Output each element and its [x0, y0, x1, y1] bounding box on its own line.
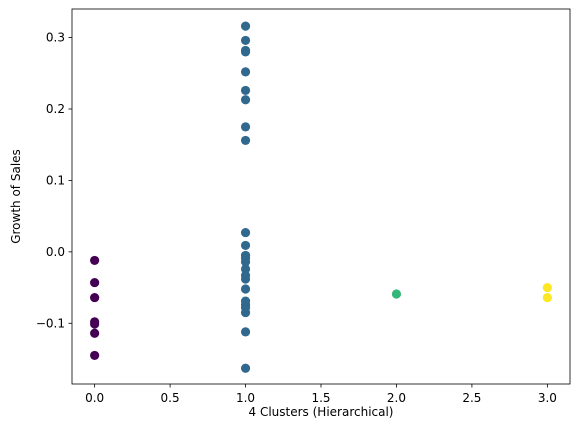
x-axis-ticks: 0.0 0.5 1.0 1.5 2.0 2.5 3.0 — [85, 384, 557, 405]
data-point-cluster-1-0 — [240, 21, 251, 31]
data-point-cluster-1-7 — [240, 122, 251, 132]
x-tick-label: 1.5 — [311, 391, 330, 405]
data-point-cluster-1-22 — [240, 327, 251, 337]
data-point-cluster-1-13 — [240, 257, 251, 267]
data-point-cluster-1-10 — [240, 240, 251, 251]
y-axis-ticks: −0.1 0.0 0.1 0.2 0.3 — [36, 31, 72, 330]
data-point-cluster-1-6 — [240, 95, 251, 105]
data-point-cluster-0-6 — [90, 350, 100, 361]
data-point-cluster-0-5 — [90, 328, 100, 338]
y-tick-label: 0.1 — [46, 173, 65, 187]
data-point-cluster-3-1 — [542, 292, 552, 303]
x-tick-label: 1.0 — [236, 391, 255, 405]
y-tick-label: −0.1 — [36, 316, 65, 330]
data-point-cluster-2-0 — [391, 289, 402, 299]
x-tick-label: 0.5 — [161, 391, 180, 405]
data-point-cluster-1-23 — [240, 363, 251, 373]
data-point-cluster-1-4 — [240, 67, 251, 77]
data-point-cluster-1-3 — [240, 47, 251, 57]
y-tick-label: 0.3 — [46, 31, 65, 45]
data-point-cluster-1-17 — [240, 284, 251, 294]
y-tick-label: 0.0 — [46, 245, 65, 259]
plot-frame — [71, 8, 571, 385]
data-point-cluster-0-4 — [90, 319, 100, 329]
data-point-cluster-0-2 — [90, 292, 100, 303]
data-point-cluster-0-0 — [90, 255, 100, 266]
data-point-cluster-1-16 — [240, 274, 251, 284]
x-tick-label: 2.0 — [387, 391, 406, 405]
data-point-cluster-1-5 — [240, 85, 251, 96]
x-tick-label: 0.0 — [85, 391, 104, 405]
y-axis-label: Growth of Sales — [9, 149, 23, 244]
x-tick-label: 3.0 — [538, 391, 557, 405]
data-point-cluster-0-1 — [90, 277, 100, 288]
y-tick-label: 0.2 — [46, 102, 65, 116]
data-point-cluster-1-8 — [240, 135, 251, 146]
data-point-cluster-1-9 — [240, 227, 251, 238]
data-point-cluster-3-0 — [542, 282, 552, 293]
x-tick-label: 2.5 — [462, 391, 481, 405]
data-point-cluster-1-21 — [240, 307, 251, 318]
data-point-cluster-1-14 — [240, 264, 251, 274]
data-point-cluster-1-1 — [240, 35, 251, 46]
x-axis-label: 4 Clusters (Hierarchical) — [249, 405, 394, 419]
data-points — [90, 21, 552, 373]
